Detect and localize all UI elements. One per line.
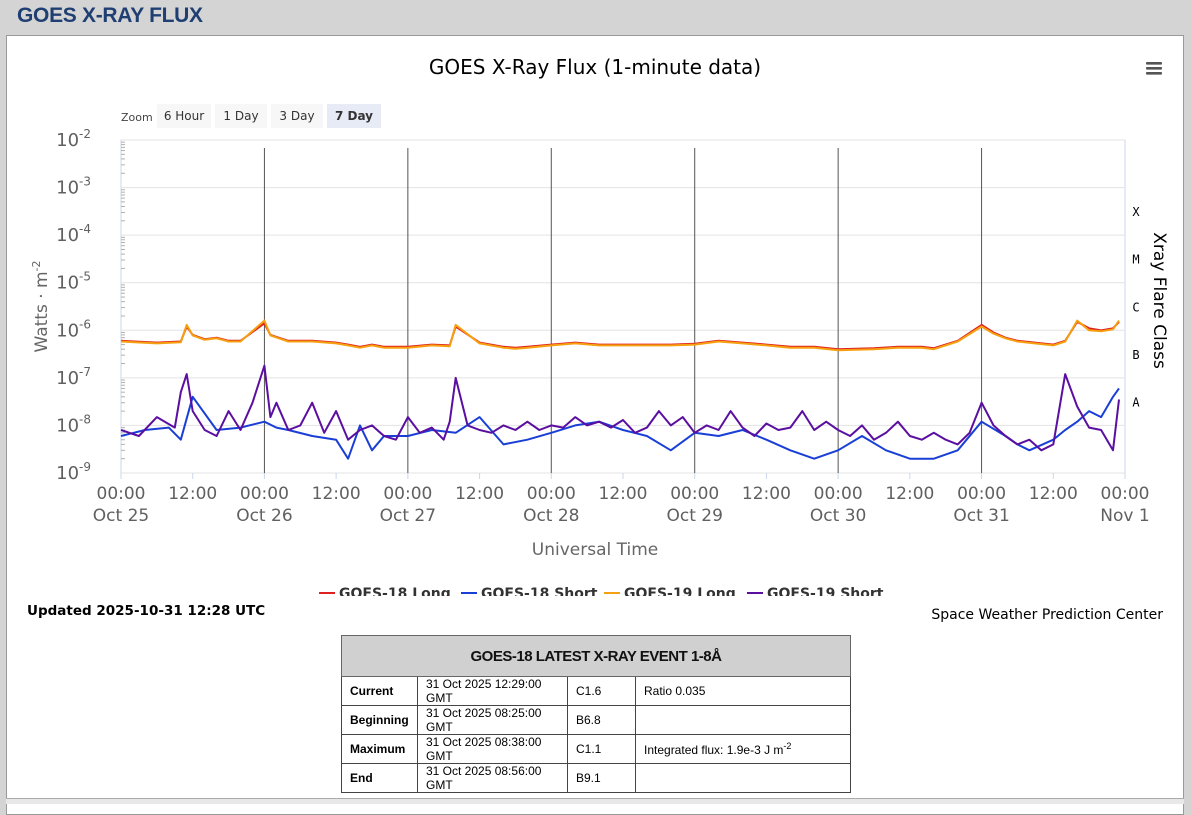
bottom-scrollbar bbox=[6, 798, 1184, 804]
event-cell-note bbox=[635, 763, 851, 793]
event-cell-class: B6.8 bbox=[567, 705, 636, 735]
y2-axis-title: Xray Flare Class bbox=[1149, 232, 1169, 369]
x-tick-label: 00:00 bbox=[670, 484, 719, 504]
legend-item-goes-19-short[interactable]: GOES-19 Short bbox=[747, 586, 884, 596]
chart-title: GOES X-Ray Flux (1-minute data) bbox=[429, 55, 761, 79]
flare-class-label: A bbox=[1132, 395, 1140, 409]
x-tick-label: 12:00 bbox=[455, 484, 504, 504]
x-tick-date: Oct 31 bbox=[953, 506, 1009, 526]
x-tick-label: 00:00 bbox=[240, 484, 289, 504]
svg-text:GOES-19 Short: GOES-19 Short bbox=[767, 586, 884, 596]
event-cell-label: Maximum bbox=[341, 734, 418, 764]
event-row-maximum: Maximum 31 Oct 2025 08:38:00 GMT C1.1 Integ… bbox=[341, 734, 851, 764]
event-cell-label: Current bbox=[341, 676, 418, 706]
svg-text:GOES-18 Short: GOES-18 Short bbox=[481, 586, 598, 596]
y-tick-label: 10-4 bbox=[56, 222, 91, 246]
zoom-button-1-day[interactable]: 1 Day bbox=[215, 104, 267, 128]
x-tick-label: 00:00 bbox=[383, 484, 432, 504]
x-tick-label: 00:00 bbox=[957, 484, 1006, 504]
credit-text: Space Weather Prediction Center bbox=[931, 607, 1163, 623]
x-tick-date: Oct 27 bbox=[380, 506, 436, 526]
event-table: GOES-18 LATEST X-RAY EVENT 1-8Å Current 3… bbox=[341, 635, 851, 793]
x-tick-label: 12:00 bbox=[599, 484, 648, 504]
xray-flux-chart: GOES X-Ray Flux (1-minute data) Zoom 6 Ho… bbox=[30, 55, 1169, 596]
event-cell-note: Ratio 0.035 bbox=[635, 676, 851, 706]
zoom-button-6-hour[interactable]: 6 Hour bbox=[157, 104, 211, 128]
series-line-goes-19-short bbox=[120, 364, 1120, 452]
x-tick-label: 00:00 bbox=[814, 484, 863, 504]
plot-background bbox=[120, 139, 1126, 474]
x-axis-title: Universal Time bbox=[532, 540, 658, 560]
legend-item-goes-19-long[interactable]: GOES-19 Long bbox=[604, 586, 736, 596]
zoom-label: Zoom bbox=[121, 111, 153, 124]
event-table-header: GOES-18 LATEST X-RAY EVENT 1-8Å bbox=[341, 635, 851, 677]
legend: GOES-18 Long GOES-18 Short GOES-19 Long GOE… bbox=[319, 586, 884, 596]
flare-class-label: X bbox=[1132, 205, 1140, 219]
series-line-goes-19-long bbox=[120, 319, 1120, 352]
svg-text:GOES-18 Long: GOES-18 Long bbox=[339, 586, 451, 596]
hamburger-menu-icon[interactable] bbox=[1143, 58, 1165, 80]
x-tick-label: 12:00 bbox=[885, 484, 934, 504]
event-cell-class: B9.1 bbox=[567, 763, 636, 793]
event-cell-time: 31 Oct 2025 08:38:00 GMT bbox=[417, 734, 568, 764]
event-cell-time: 31 Oct 2025 12:29:00 GMT bbox=[417, 676, 568, 706]
event-cell-label: End bbox=[341, 763, 418, 793]
zoom-button-3-day[interactable]: 3 Day bbox=[271, 104, 323, 128]
svg-text:GOES-19 Long: GOES-19 Long bbox=[624, 586, 736, 596]
y-tick-label: 10-9 bbox=[56, 460, 91, 484]
y-axis-title: Watts · m-2 bbox=[30, 260, 52, 352]
y-tick-label: 10-3 bbox=[56, 175, 91, 199]
plot-area: 10-210-310-410-510-610-710-810-900:00Oct… bbox=[30, 127, 1169, 560]
legend-item-goes-18-long[interactable]: GOES-18 Long bbox=[319, 586, 451, 596]
event-row-current: Current 31 Oct 2025 12:29:00 GMT C1.6 Ratio… bbox=[341, 676, 851, 706]
legend-item-goes-18-short[interactable]: GOES-18 Short bbox=[461, 586, 598, 596]
event-row-beginning: Beginning 31 Oct 2025 08:25:00 GMT B6.8 bbox=[341, 705, 851, 735]
x-tick-date: Oct 25 bbox=[93, 506, 149, 526]
zoom-controls: Zoom 6 Hour 1 Day 3 Day 7 Day bbox=[121, 104, 381, 128]
flare-class-label: B bbox=[1132, 348, 1139, 362]
event-cell-time: 31 Oct 2025 08:25:00 GMT bbox=[417, 705, 568, 735]
flare-class-label: C bbox=[1132, 300, 1139, 314]
x-tick-label: 12:00 bbox=[1029, 484, 1078, 504]
event-cell-label: Beginning bbox=[341, 705, 418, 735]
svg-text:1 Day: 1 Day bbox=[223, 109, 258, 123]
x-tick-label: 12:00 bbox=[742, 484, 791, 504]
x-tick-date: Oct 26 bbox=[236, 506, 292, 526]
x-tick-date: Oct 28 bbox=[523, 506, 579, 526]
event-cell-note bbox=[635, 705, 851, 735]
x-tick-label: 00:00 bbox=[97, 484, 146, 504]
svg-text:7 Day: 7 Day bbox=[335, 109, 373, 123]
y-tick-label: 10-5 bbox=[56, 270, 91, 294]
zoom-button-7-day[interactable]: 7 Day bbox=[327, 104, 381, 128]
event-cell-time: 31 Oct 2025 08:56:00 GMT bbox=[417, 763, 568, 793]
event-cell-note: Integrated flux: 1.9e-3 J m-2 bbox=[635, 734, 851, 764]
y-tick-label: 10-2 bbox=[56, 127, 91, 151]
chart-panel: GOES X-Ray Flux (1-minute data) Zoom 6 Ho… bbox=[6, 35, 1184, 815]
page-title: GOES X-RAY FLUX bbox=[17, 4, 203, 27]
y-tick-label: 10-7 bbox=[56, 365, 91, 389]
x-tick-label: 00:00 bbox=[1101, 484, 1150, 504]
x-tick-label: 12:00 bbox=[312, 484, 361, 504]
event-row-end: End 31 Oct 2025 08:56:00 GMT B9.1 bbox=[341, 763, 851, 793]
y-tick-label: 10-8 bbox=[56, 412, 91, 436]
y-tick-label: 10-6 bbox=[56, 317, 91, 341]
updated-timestamp: Updated 2025-10-31 12:28 UTC bbox=[27, 603, 266, 619]
x-tick-label: 12:00 bbox=[168, 484, 217, 504]
svg-text:6 Hour: 6 Hour bbox=[164, 109, 204, 123]
svg-text:3 Day: 3 Day bbox=[279, 109, 314, 123]
x-tick-label: 00:00 bbox=[527, 484, 576, 504]
x-tick-date: Oct 29 bbox=[666, 506, 722, 526]
x-tick-date: Nov 1 bbox=[1100, 506, 1149, 526]
event-cell-class: C1.1 bbox=[567, 734, 636, 764]
x-tick-date: Oct 30 bbox=[810, 506, 866, 526]
flare-class-label: M bbox=[1132, 253, 1139, 267]
event-cell-class: C1.6 bbox=[567, 676, 636, 706]
